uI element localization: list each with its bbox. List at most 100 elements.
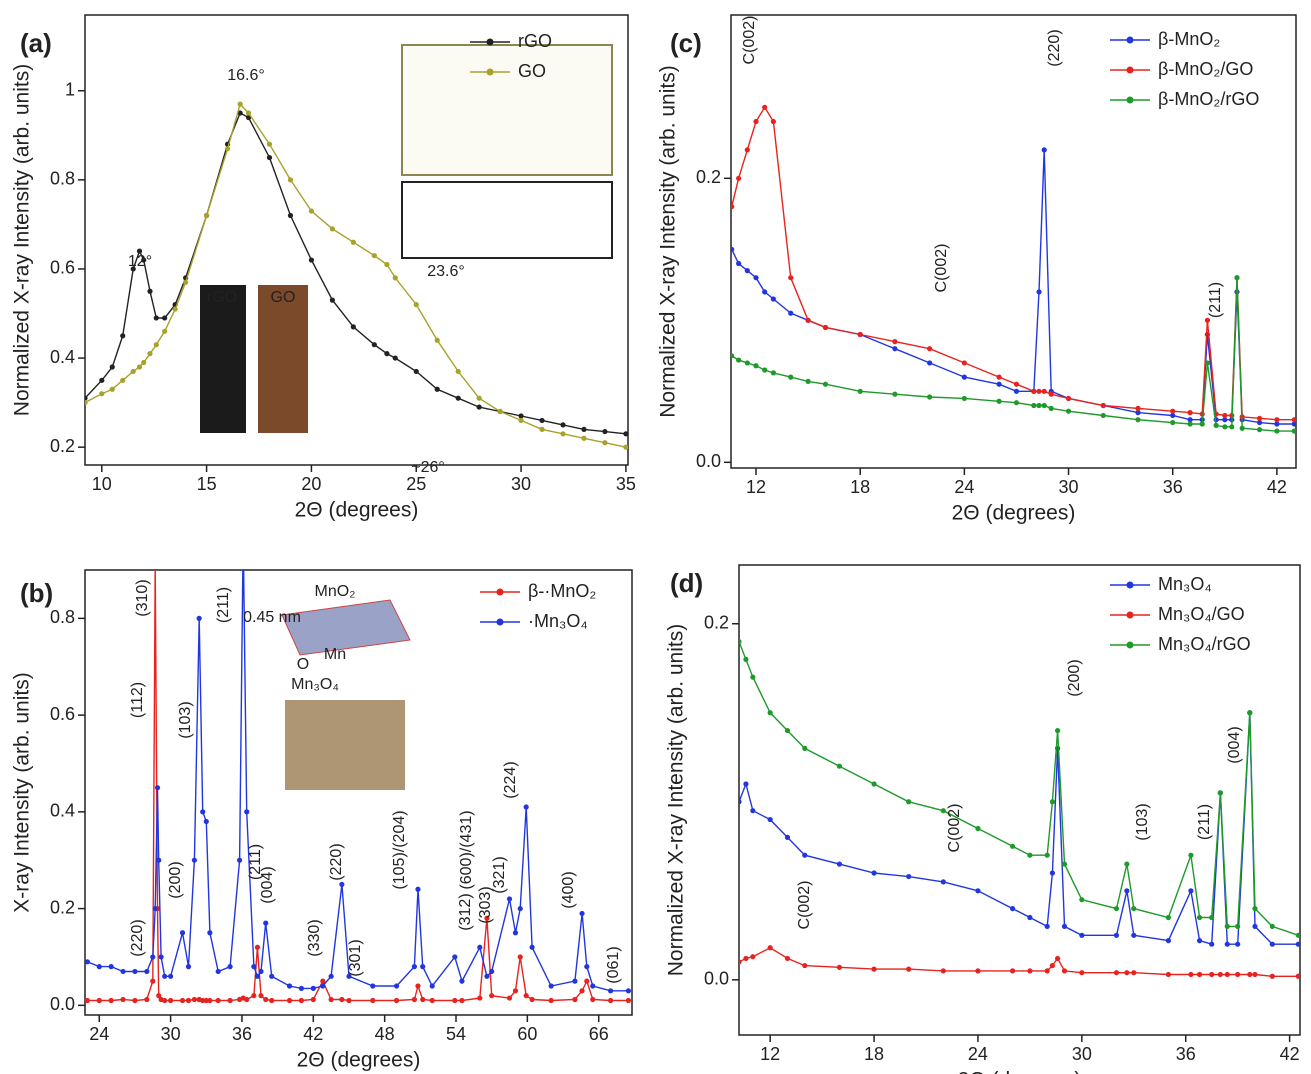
data-point xyxy=(298,985,305,991)
data-point xyxy=(328,996,334,1003)
data-point xyxy=(269,997,275,1004)
data-point xyxy=(1061,923,1068,930)
data-point xyxy=(420,996,426,1003)
data-point xyxy=(731,246,735,252)
data-point xyxy=(1256,419,1263,426)
data-point xyxy=(120,377,126,383)
annotation: C(002) xyxy=(796,881,813,930)
data-point xyxy=(310,985,316,991)
data-point xyxy=(207,930,213,936)
data-point xyxy=(179,930,186,936)
data-point xyxy=(371,252,377,259)
panel-label: (c) xyxy=(670,28,702,58)
data-point xyxy=(1165,938,1172,944)
data-point xyxy=(384,261,390,268)
plot-frame xyxy=(84,569,633,1016)
data-point xyxy=(484,915,490,921)
data-point xyxy=(996,374,1002,380)
legend-label: rGO xyxy=(518,31,552,51)
x-tick-label: 36 xyxy=(1176,1044,1196,1064)
data-point xyxy=(1044,923,1050,930)
data-point xyxy=(1188,852,1194,858)
data-point xyxy=(1295,932,1300,938)
data-point xyxy=(144,968,150,975)
data-point xyxy=(1135,410,1141,416)
data-point xyxy=(384,351,390,357)
data-point xyxy=(927,360,933,366)
data-point xyxy=(892,391,898,397)
data-point xyxy=(1247,971,1253,978)
data-point xyxy=(244,809,250,815)
data-point xyxy=(767,945,773,951)
data-point xyxy=(413,302,419,308)
annotation: (220) xyxy=(328,843,345,880)
data-point xyxy=(1049,870,1055,876)
data-point xyxy=(784,955,791,962)
data-point xyxy=(241,534,246,539)
x-tick-label: 20 xyxy=(301,474,321,494)
y-axis-label: Normalized X-ray Intensity (arb. units) xyxy=(11,64,34,416)
data-point xyxy=(940,968,946,974)
data-point xyxy=(506,896,513,902)
data-point xyxy=(1131,970,1137,976)
data-point xyxy=(245,110,252,116)
data-point xyxy=(99,377,105,383)
annotation: (112) xyxy=(129,682,146,718)
data-point xyxy=(1170,408,1176,414)
data-point xyxy=(743,781,749,787)
inset-graphic xyxy=(281,599,411,656)
data-point xyxy=(753,118,759,125)
data-point xyxy=(975,825,981,832)
data-point xyxy=(258,968,264,975)
data-point xyxy=(1113,970,1120,976)
data-point xyxy=(548,983,554,989)
data-point xyxy=(805,378,811,384)
data-point xyxy=(857,331,863,338)
data-point xyxy=(1291,417,1296,423)
data-point xyxy=(1295,973,1300,979)
legend-marker xyxy=(1126,66,1134,74)
data-point xyxy=(1170,412,1176,419)
data-point xyxy=(1009,843,1016,849)
data-point xyxy=(152,905,158,912)
data-point xyxy=(1135,405,1141,411)
data-point xyxy=(310,996,316,1003)
data-point xyxy=(162,973,168,979)
x-tick-label: 60 xyxy=(517,1024,537,1044)
annotation: (600)/(431) xyxy=(458,810,475,889)
data-point xyxy=(136,364,143,370)
data-point xyxy=(227,964,233,970)
data-point xyxy=(215,997,221,1004)
data-point xyxy=(1252,971,1258,978)
x-tick-label: 54 xyxy=(446,1024,466,1044)
x-axis-label: 2Θ (degrees) xyxy=(297,1049,421,1072)
y-tick-label: 1 xyxy=(65,79,75,99)
data-point xyxy=(731,353,735,359)
plot-frame xyxy=(84,14,629,466)
x-tick-label: 24 xyxy=(954,477,974,497)
legend-marker xyxy=(486,68,494,76)
data-point xyxy=(927,346,933,352)
x-tick-label: 18 xyxy=(864,1044,884,1064)
data-point xyxy=(109,364,115,370)
annotation: (220) xyxy=(129,919,146,956)
annotation: (303) xyxy=(477,886,494,923)
inset-graphic xyxy=(285,700,405,790)
x-tick-label: 18 xyxy=(850,477,870,497)
data-point xyxy=(1131,932,1137,938)
inset-graphic xyxy=(258,285,308,433)
data-point xyxy=(153,563,158,568)
data-point xyxy=(185,997,192,1004)
data-point xyxy=(346,973,352,979)
data-point xyxy=(1222,417,1228,423)
data-point xyxy=(350,239,356,245)
data-point xyxy=(120,333,126,339)
data-point xyxy=(136,248,143,254)
data-point xyxy=(120,968,126,975)
data-point xyxy=(802,745,808,751)
data-point xyxy=(602,440,608,446)
data-point xyxy=(1031,402,1037,409)
data-point xyxy=(156,857,162,863)
y-tick-label: 0.0 xyxy=(50,994,75,1014)
data-point xyxy=(459,997,465,1004)
